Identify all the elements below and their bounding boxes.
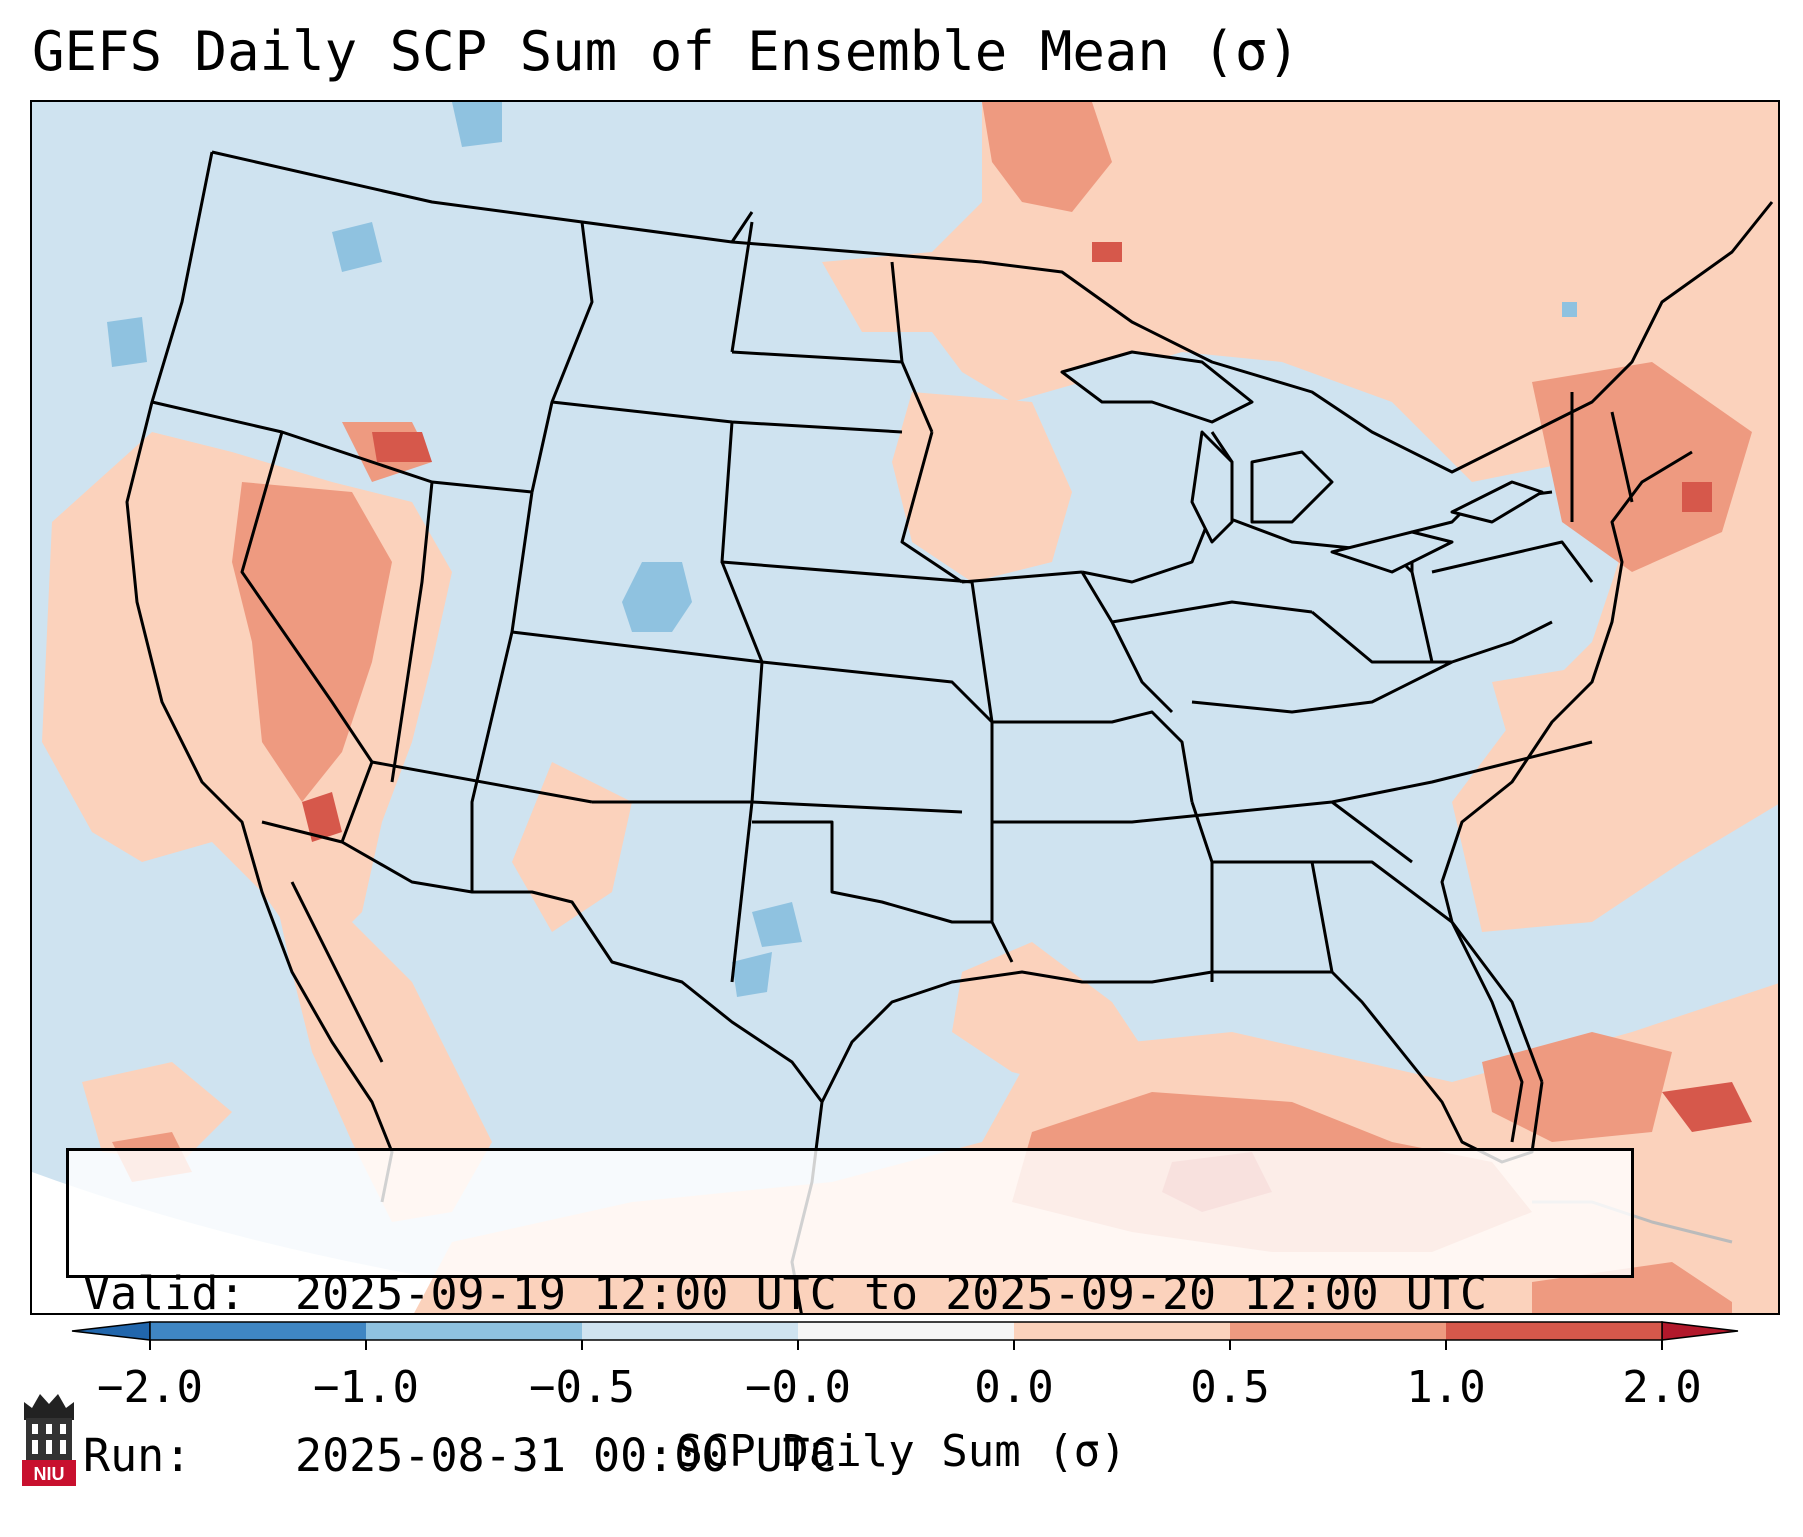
- colorbar-extend-high: [1661, 1321, 1739, 1341]
- colorbar-tick-label: −1.0: [313, 1362, 419, 1413]
- colorbar-extend-low: [71, 1321, 151, 1341]
- colorbar-bin: [1014, 1322, 1230, 1340]
- colorbar-bin: [366, 1322, 582, 1340]
- colorbar-bin: [582, 1322, 798, 1340]
- run-label: Run:: [83, 1429, 192, 1482]
- colorbar-bin: [1446, 1322, 1662, 1340]
- colorbar-tick-label: 0.0: [974, 1362, 1054, 1413]
- valid-value: 2025-09-19 12:00 UTC to 2025-09-20 12:00…: [295, 1267, 1488, 1320]
- colorbar-tick-label: 2.0: [1622, 1362, 1702, 1413]
- colorbar-bin: [150, 1322, 366, 1340]
- colorbar-bin: [798, 1322, 1014, 1340]
- colorbar-tick-label: 0.5: [1190, 1362, 1270, 1413]
- anomaly-negative: [107, 102, 1577, 997]
- colorbar-tick-label: −0.0: [745, 1362, 851, 1413]
- niu-logo: NIU: [22, 1394, 76, 1486]
- logo-text: NIU: [34, 1464, 65, 1484]
- colorbar-bin: [1230, 1322, 1446, 1340]
- colorbar: [71, 1321, 1739, 1350]
- colorbar-tick-label: −2.0: [97, 1362, 203, 1413]
- run-value: 2025-08-31 00:00 UTC: [295, 1429, 837, 1482]
- colorbar-outline: [149, 1321, 1663, 1341]
- valid-line: Valid: 2025-09-19 12:00 UTC to 2025-09-20…: [83, 1267, 1617, 1321]
- colorbar-tick-label: 1.0: [1406, 1362, 1486, 1413]
- run-line: Run: 2025-08-31 00:00 UTC: [83, 1429, 1617, 1483]
- valid-run-info-box: Valid: 2025-09-19 12:00 UTC to 2025-09-20…: [66, 1148, 1634, 1482]
- scp-map: [32, 102, 1778, 1313]
- political-boundaries: [125, 150, 1774, 1313]
- colorbar-label: SCP Daily Sum (σ): [676, 1426, 1127, 1477]
- valid-label: Valid:: [83, 1267, 246, 1320]
- map-panel: [30, 100, 1780, 1315]
- map-title: GEFS Daily SCP Sum of Ensemble Mean (σ): [32, 20, 1300, 83]
- colorbar-tick-label: −0.5: [529, 1362, 635, 1413]
